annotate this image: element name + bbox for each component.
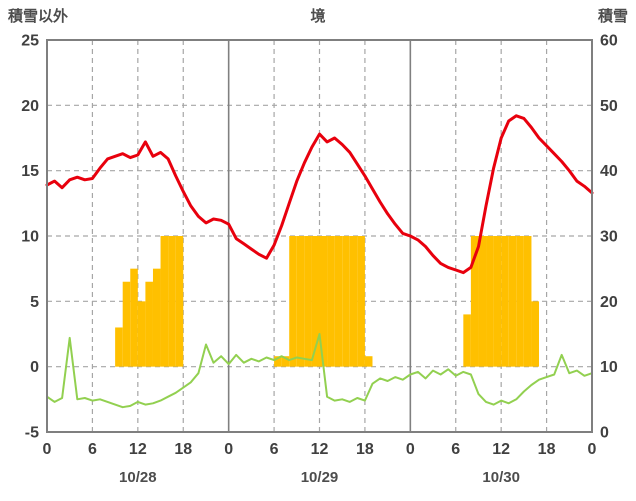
orange-bars [145,281,153,367]
right-tick-label: 10 [600,359,618,376]
right-tick-label: 60 [600,33,618,50]
plot-border [46,39,593,433]
hour-tick-label: 18 [538,441,556,458]
orange-bars [501,236,509,367]
orange-bars [531,301,540,367]
orange-bars [349,236,358,367]
orange-bars [122,281,131,367]
hour-tick-label: 12 [311,441,329,458]
orange-bars [523,236,532,367]
orange-bars [175,236,184,367]
orange-bars [152,268,161,367]
hour-tick-label: 0 [224,441,233,458]
orange-bars [470,236,479,367]
right-tick-label: 20 [600,294,618,311]
orange-bars [115,327,123,367]
orange-bars [357,236,365,367]
orange-bars [274,356,282,367]
left-tick-label: 15 [21,163,39,180]
hour-tick-label: 0 [406,441,415,458]
orange-bars [327,236,335,367]
hour-tick-label: 18 [356,441,374,458]
hour-tick-label: 0 [43,441,52,458]
orange-bars [342,236,350,367]
hour-tick-label: 6 [270,441,279,458]
orange-bars [516,236,524,367]
left-tick-label: 25 [21,33,39,50]
orange-bars [281,356,290,367]
hour-tick-label: 6 [451,441,460,458]
orange-bars [508,236,517,367]
left-tick-label: 10 [21,229,39,246]
right-axis-title: 積雪 [597,8,628,25]
left-axis-title: 積雪以外 [8,8,69,25]
hour-tick-label: 0 [588,441,597,458]
right-tick-label: 40 [600,163,618,180]
day-label: 10/29 [301,469,339,486]
orange-bars [168,236,176,367]
left-tick-label: 0 [30,359,39,376]
right-tick-label: 30 [600,229,618,246]
day-label: 10/30 [482,469,520,486]
left-tick-label: -5 [25,425,39,442]
hour-tick-label: 12 [129,441,147,458]
orange-bars [486,236,494,367]
orange-bars [289,236,297,367]
orange-bars [334,236,343,367]
orange-bars [364,356,373,367]
right-tick-label: 50 [600,98,618,115]
hour-tick-label: 18 [174,441,192,458]
orange-bars [319,236,328,367]
right-tick-label: 0 [600,425,609,442]
orange-bars [160,236,169,367]
day-label: 10/28 [119,469,157,486]
orange-bars [296,236,305,367]
orange-bars [463,314,471,367]
orange-bars [493,236,502,367]
red-line [45,114,594,275]
orange-bars [137,301,146,367]
left-tick-label: 5 [30,294,39,311]
orange-bars [478,236,487,367]
chart-title: 境 [310,8,326,25]
orange-bars [311,236,320,367]
orange-bars [304,236,312,367]
hour-tick-label: 6 [88,441,97,458]
left-tick-label: 20 [21,98,39,115]
hour-tick-label: 12 [492,441,510,458]
green-line [46,333,593,409]
orange-bars [130,268,138,367]
